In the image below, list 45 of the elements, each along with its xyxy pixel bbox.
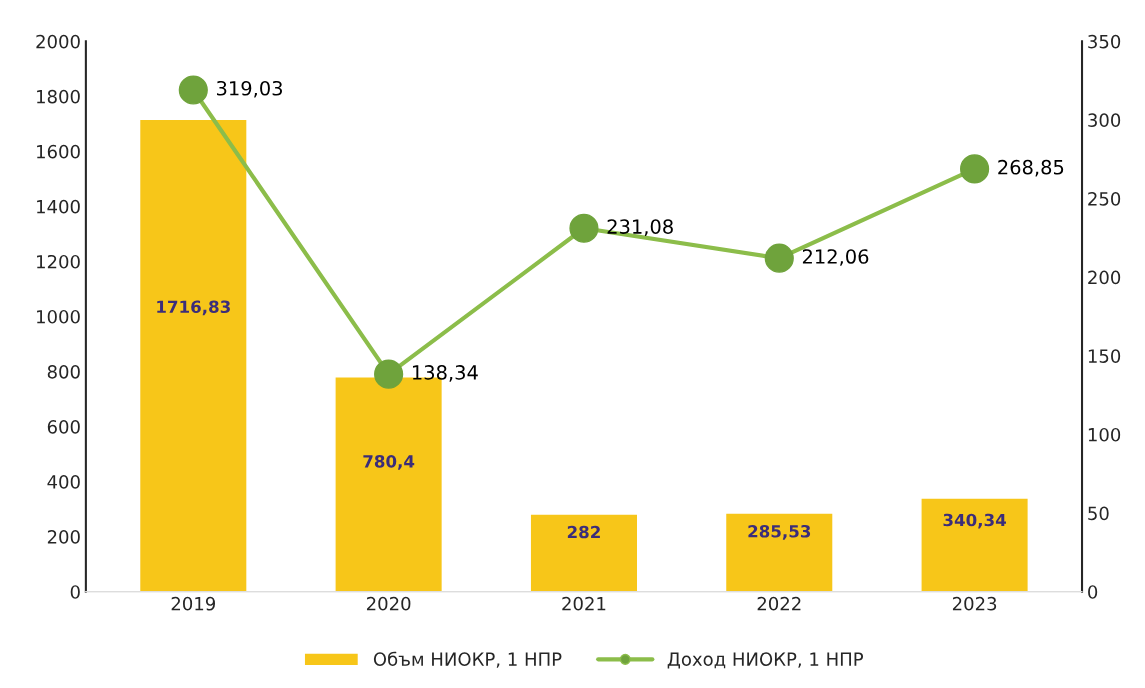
y-tick-label: 800 [47, 364, 80, 379]
data-label: 319,03 [217, 80, 282, 98]
y2-tick-label: 100 [1088, 427, 1121, 442]
data-label: 282 [567, 525, 600, 539]
y-tick-label: 1000 [37, 309, 80, 324]
y2-tick-label: 150 [1088, 349, 1121, 363]
y2-tick-label: 300 [1088, 113, 1121, 128]
data-label: 780,4 [363, 455, 415, 470]
y2-tick-label: 200 [1088, 270, 1121, 285]
y-tick-label: 600 [47, 420, 80, 434]
point [569, 213, 599, 243]
bar [138, 118, 248, 592]
y-tick-label: 1600 [37, 144, 80, 159]
x-tick-label: 2023 [952, 596, 997, 611]
point [764, 243, 794, 273]
data-label: 1716,83 [157, 300, 230, 316]
data-label: 285,53 [748, 524, 811, 540]
bar [920, 497, 1030, 592]
x-tick-label: 2019 [171, 596, 216, 611]
data-label: 268,85 [998, 159, 1064, 177]
point [374, 359, 404, 389]
y2-tick-label: 250 [1088, 192, 1121, 206]
data-label: 212,06 [802, 249, 869, 266]
legend-label: Доход НИОКР, 1 НПР [667, 652, 864, 669]
x-tick-label: 2020 [366, 596, 411, 611]
data-label: 231,08 [607, 219, 673, 236]
y-tick-label: 1800 [37, 89, 80, 104]
point [960, 154, 990, 184]
y2-tick-label: 0 [1088, 585, 1098, 599]
x-tick-label: 2022 [757, 596, 801, 611]
y-tick-label: 0 [70, 585, 80, 599]
legend-label: Объм НИОКР, 1 НПР [373, 651, 562, 668]
point [178, 75, 208, 105]
y-tick-label: 2000 [36, 34, 80, 49]
x-tick-label: 2021 [562, 596, 606, 611]
bar [724, 512, 834, 592]
y2-tick-label: 50 [1088, 506, 1109, 521]
bar [529, 513, 639, 592]
data-label: 340,34 [943, 513, 1006, 529]
data-label: 138,34 [412, 365, 478, 382]
y-tick-label: 400 [47, 475, 80, 489]
y-tick-label: 1400 [37, 199, 80, 214]
y-tick-label: 1200 [37, 254, 80, 269]
y2-tick-label: 350 [1088, 34, 1121, 49]
y-tick-label: 200 [47, 530, 80, 544]
